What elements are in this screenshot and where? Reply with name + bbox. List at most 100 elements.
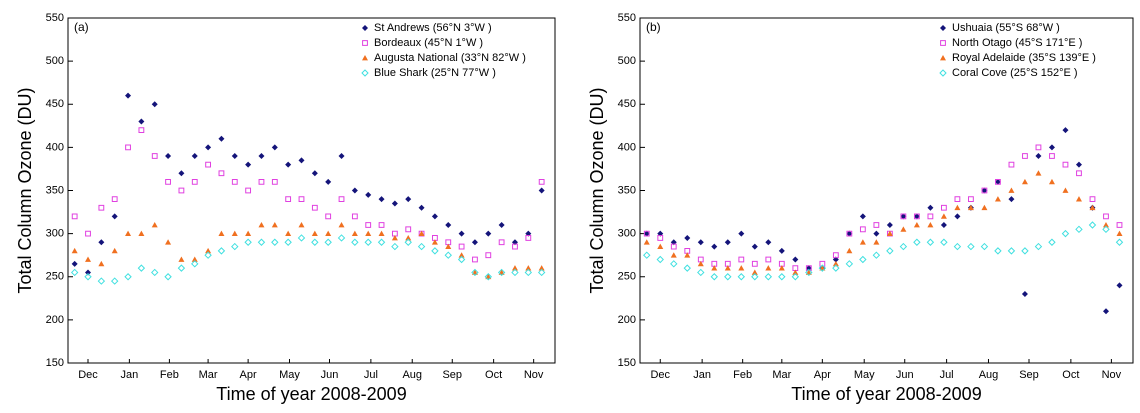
y-tick-label: 300: [618, 228, 636, 240]
point: [431, 239, 438, 245]
point: [778, 265, 785, 271]
point: [657, 243, 664, 249]
point: [538, 187, 545, 194]
point: [71, 213, 78, 220]
x-tick-label: Jan: [693, 369, 711, 381]
point: [325, 230, 332, 237]
point: [1088, 221, 1097, 229]
point: [125, 144, 131, 151]
point: [365, 191, 372, 198]
point: [941, 204, 947, 211]
point: [900, 213, 907, 220]
point: [111, 213, 118, 220]
point: [1021, 247, 1029, 255]
point: [697, 260, 704, 267]
point: [271, 144, 278, 151]
point: [311, 238, 319, 246]
point: [405, 234, 412, 241]
point: [899, 242, 908, 251]
point: [751, 273, 759, 281]
legend-marker: [361, 69, 369, 77]
point: [138, 230, 145, 237]
point: [391, 234, 398, 241]
point: [511, 268, 519, 277]
point: [697, 268, 705, 277]
point: [458, 252, 465, 258]
point: [900, 213, 907, 220]
legend-label: Royal Adelaide (35°S 139°E ): [952, 52, 1096, 64]
y-axis-label: Total Column Ozone (DU): [15, 87, 35, 293]
point: [765, 239, 772, 246]
point: [138, 118, 145, 125]
point: [859, 239, 866, 245]
point: [178, 256, 185, 262]
x-tick-label: Sep: [1019, 369, 1039, 381]
point: [512, 243, 518, 250]
point: [457, 255, 466, 264]
x-tick-label: Mar: [199, 369, 218, 381]
point: [1115, 238, 1124, 246]
point: [940, 213, 947, 219]
point: [967, 204, 974, 211]
point: [670, 260, 678, 268]
panel-label: (b): [646, 20, 661, 34]
point: [1075, 196, 1082, 202]
point: [805, 265, 812, 272]
point: [472, 256, 478, 263]
point: [338, 196, 345, 203]
x-tick-label: Nov: [1102, 369, 1122, 381]
y-tick-label: 400: [46, 141, 64, 153]
point: [458, 243, 465, 250]
point: [954, 213, 961, 220]
legend-label: Coral Cove (25°S 152°E ): [952, 67, 1078, 79]
point: [657, 235, 664, 241]
point: [1049, 153, 1055, 159]
point: [231, 178, 238, 185]
y-tick-label: 550: [46, 12, 64, 24]
point: [311, 230, 318, 237]
point: [71, 247, 78, 254]
point: [710, 273, 718, 281]
point: [792, 269, 799, 275]
point: [1102, 222, 1109, 228]
y-tick-label: 200: [618, 314, 636, 326]
point: [217, 247, 226, 255]
point: [218, 135, 225, 142]
point: [285, 161, 292, 168]
point: [458, 230, 465, 237]
point: [981, 187, 988, 194]
point: [846, 247, 853, 254]
point: [245, 230, 252, 237]
x-tick-label: Sep: [442, 369, 462, 381]
point: [284, 238, 292, 246]
point: [431, 213, 438, 220]
point: [377, 238, 386, 246]
point: [953, 242, 962, 251]
point: [1116, 282, 1123, 289]
point: [405, 226, 412, 233]
point: [940, 238, 948, 246]
point: [85, 256, 92, 262]
point: [231, 230, 238, 237]
point: [378, 196, 385, 203]
point: [165, 153, 172, 159]
point: [670, 243, 677, 250]
point: [859, 226, 866, 233]
point: [445, 222, 452, 228]
point: [444, 251, 452, 259]
point: [846, 230, 853, 237]
x-tick-label: Oct: [485, 369, 502, 381]
point: [994, 178, 1001, 185]
x-tick-label: May: [279, 369, 300, 381]
point: [765, 265, 772, 271]
point: [968, 196, 974, 203]
point: [98, 239, 105, 246]
point: [765, 256, 772, 263]
x-tick-label: Nov: [524, 369, 544, 381]
x-axis-label: Time of year 2008-2009: [216, 384, 406, 404]
x-tick-label: Dec: [78, 369, 98, 381]
point: [1021, 291, 1028, 297]
point: [297, 234, 306, 242]
point: [1062, 187, 1069, 193]
point: [1103, 213, 1109, 220]
